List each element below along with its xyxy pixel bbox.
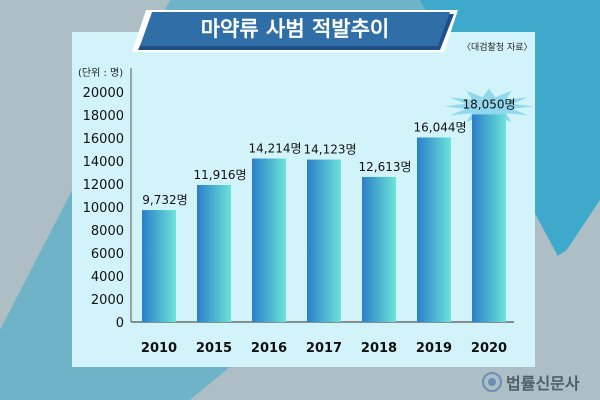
source-note: 〈대검찰청 자료〉	[462, 43, 533, 53]
bar-2018	[362, 176, 396, 322]
y-tick-label: 4000	[91, 270, 124, 285]
seal-icon	[482, 372, 502, 392]
x-tick-label: 2019	[416, 341, 452, 356]
bar-2016	[252, 158, 286, 322]
bar-2015	[197, 184, 231, 322]
data-label: 16,044명	[413, 120, 466, 134]
data-label: 11,916명	[193, 168, 246, 182]
bar-2010	[142, 210, 176, 322]
x-tick-label: 2010	[141, 341, 177, 356]
y-tick-label: 0	[116, 316, 124, 331]
chart-title: 마약류 사범 적발추이	[200, 17, 390, 41]
data-label: 18,050명	[462, 97, 515, 111]
data-label: 9,732명	[142, 193, 187, 207]
y-tick-label: 10000	[83, 201, 124, 216]
bar-2017	[307, 159, 341, 322]
data-label: 14,214명	[248, 142, 301, 156]
bar-2020	[472, 114, 506, 322]
logo-text: 법률신문사	[506, 374, 580, 393]
y-tick-label: 2000	[91, 293, 124, 308]
y-tick-label: 20000	[83, 86, 124, 101]
x-tick-label: 2015	[196, 341, 232, 356]
y-tick-label: 18000	[83, 109, 124, 124]
y-tick-label: 16000	[83, 132, 124, 147]
y-tick-label: 8000	[91, 224, 124, 239]
y-tick-label: 12000	[83, 178, 124, 193]
x-tick-label: 2016	[251, 341, 287, 356]
highlight-burst	[444, 88, 534, 125]
publisher-logo: 법률신문사	[482, 370, 580, 394]
bar-2019	[417, 137, 451, 322]
y-tick-label: 6000	[91, 247, 124, 262]
x-tick-label: 2020	[471, 341, 507, 356]
x-tick-label: 2018	[361, 341, 397, 356]
title-banner	[132, 10, 458, 52]
y-tick-label: 14000	[83, 155, 124, 170]
x-tick-label: 2017	[306, 341, 342, 356]
data-label: 12,613명	[358, 160, 411, 174]
data-label: 14,123명	[303, 143, 356, 157]
unit-label: (단위 : 명)	[78, 66, 123, 79]
